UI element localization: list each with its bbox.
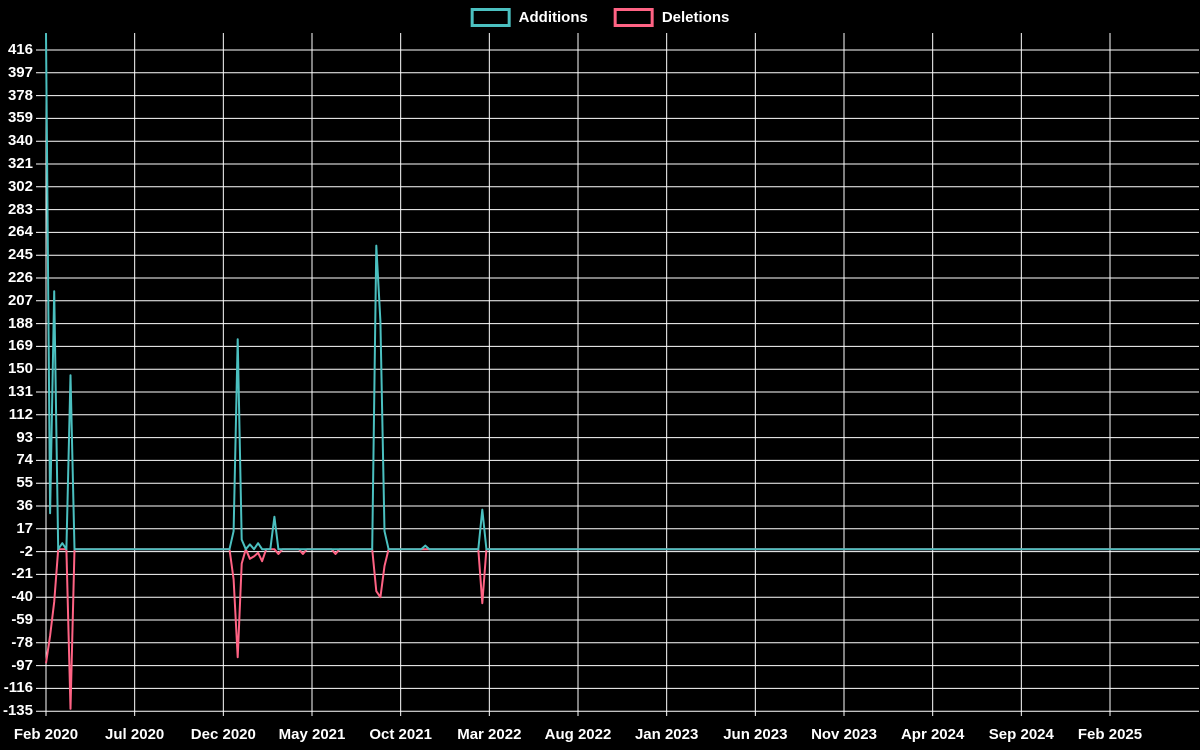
additions-line — [45, 33, 1200, 551]
chart-legend: Additions Deletions — [470, 8, 730, 27]
additions-legend-label: Additions — [518, 9, 588, 26]
deletions-line — [45, 548, 1200, 710]
deletions-legend-label: Deletions — [661, 9, 730, 26]
legend-item-deletions[interactable]: Deletions — [613, 8, 730, 27]
additions-swatch-icon — [470, 8, 511, 27]
deletions-swatch-icon — [613, 8, 654, 27]
legend-item-additions[interactable]: Additions — [470, 8, 588, 27]
